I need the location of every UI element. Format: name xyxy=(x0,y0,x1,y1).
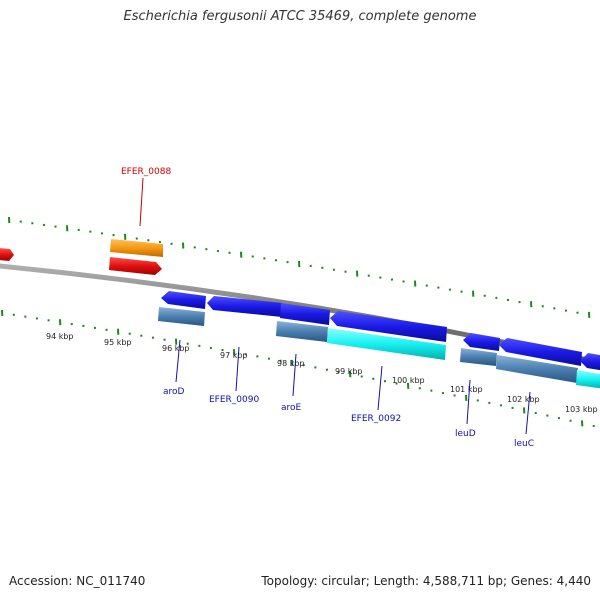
map-title: Escherichia fergusonii ATCC 35469, compl… xyxy=(123,9,477,24)
leader-EFER_0090 xyxy=(235,346,240,392)
gene-labels: EFER_0088 aroD EFER_0090 aroE EFER_0092 … xyxy=(121,167,534,449)
cds-EFER_0090[interactable] xyxy=(207,296,283,317)
cds-aroD[interactable] xyxy=(161,291,206,309)
kbp-label: 101 kbp xyxy=(450,385,483,394)
kbp-label: 96 kbp xyxy=(162,344,190,353)
genome-summary-text: Topology: circular; Length: 4,588,711 bp… xyxy=(261,574,591,588)
leader-leuC xyxy=(525,391,531,435)
kbp-scale: 94 kbp 95 kbp 96 kbp 97 kbp 98 kbp 99 kb… xyxy=(46,332,598,414)
gene-leuD[interactable] xyxy=(460,348,497,366)
leader-leuD xyxy=(466,379,471,425)
cds-aroE[interactable] xyxy=(280,303,330,325)
cds-arrow-left-edge[interactable] xyxy=(0,248,14,261)
cds-leuD[interactable] xyxy=(463,333,500,351)
kbp-label: 100 kbp xyxy=(392,376,425,385)
rna-right-edge[interactable] xyxy=(576,370,600,389)
gene-label-EFER_0088[interactable]: EFER_0088 xyxy=(121,167,171,177)
leader-aroE xyxy=(292,353,297,397)
label-leaders xyxy=(139,177,531,435)
leader-EFER_0088 xyxy=(139,177,144,227)
forward-tick-ring xyxy=(8,216,591,318)
cds-right-edge[interactable] xyxy=(580,353,600,371)
kbp-label: 103 kbp xyxy=(565,405,598,414)
leader-EFER_0092 xyxy=(377,365,383,411)
gene-aroD[interactable] xyxy=(158,307,205,326)
cds-EFER_0088[interactable] xyxy=(109,257,162,275)
kbp-label: 99 kbp xyxy=(335,367,363,376)
kbp-label: 98 kbp xyxy=(277,359,305,368)
kbp-label: 97 kbp xyxy=(220,351,248,360)
accession-text: Accession: NC_011740 xyxy=(9,574,146,588)
kbp-label: 94 kbp xyxy=(46,332,74,341)
gene-label-aroD[interactable]: aroD xyxy=(163,387,185,397)
gene-label-leuC[interactable]: leuC xyxy=(514,439,534,449)
gene-label-aroE[interactable]: aroE xyxy=(281,403,302,413)
leader-aroD xyxy=(175,339,181,383)
kbp-label: 95 kbp xyxy=(104,338,132,347)
kbp-label: 102 kbp xyxy=(507,395,540,404)
rna-EFER_0092[interactable] xyxy=(327,328,446,360)
gene-aroE[interactable] xyxy=(276,321,328,342)
gene-label-EFER_0092[interactable]: EFER_0092 xyxy=(351,414,401,424)
gene-leuC[interactable] xyxy=(496,355,578,383)
reverse-tick-ring xyxy=(1,309,595,428)
gene-EFER_0088[interactable] xyxy=(110,239,163,257)
gene-label-EFER_0090[interactable]: EFER_0090 xyxy=(209,395,259,405)
gene-label-leuD[interactable]: leuD xyxy=(455,429,476,439)
cds-leuC[interactable] xyxy=(499,338,582,366)
cds-EFER_0092[interactable] xyxy=(330,311,447,342)
